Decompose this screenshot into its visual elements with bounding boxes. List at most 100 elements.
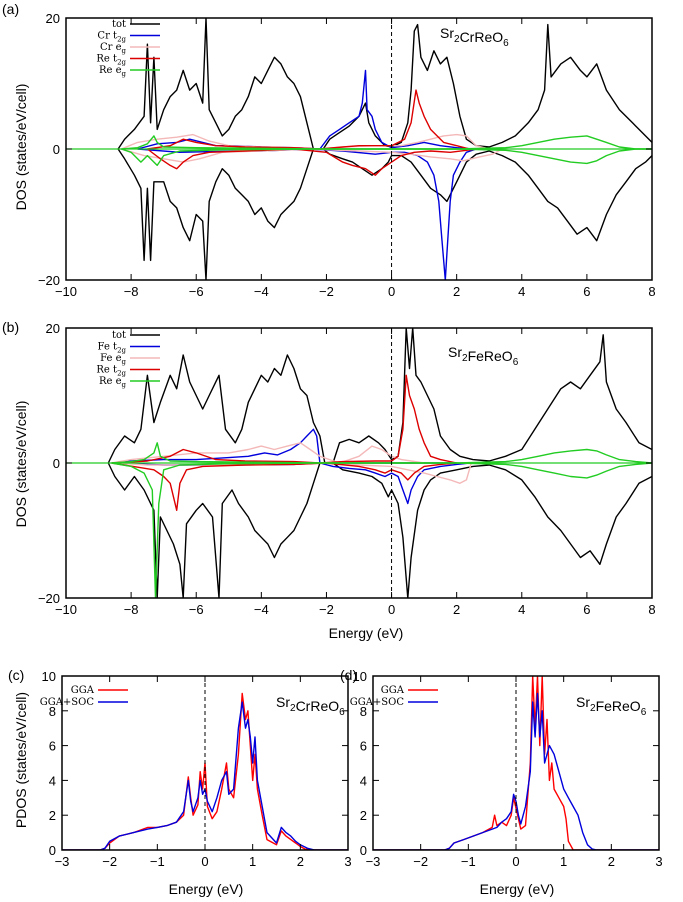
x-tick-label: 1 bbox=[249, 854, 256, 869]
y-tick-label: 0 bbox=[360, 843, 367, 858]
legend-label: Fe t2g bbox=[98, 342, 127, 355]
series-line-re-t2g-up bbox=[147, 89, 470, 150]
x-tick-label: −2 bbox=[102, 854, 117, 869]
y-tick-label: 2 bbox=[360, 808, 367, 823]
x-axis-title-bottom-right: Energy (eV) bbox=[480, 881, 555, 897]
x-tick-label: −6 bbox=[189, 284, 204, 299]
panel-a-chart: −10 −8 −6 −4 −2 0 2 4 6 8−20020(a)Sr2CrReO6totCr … bbox=[2, 1, 656, 299]
x-tick-label: 2 bbox=[453, 284, 460, 299]
x-tick-label: −2 bbox=[413, 854, 428, 869]
y-tick-label: 8 bbox=[360, 704, 367, 719]
y-tick-label: 6 bbox=[49, 739, 56, 754]
x-tick-label: 8 bbox=[648, 602, 655, 617]
y-tick-label: 20 bbox=[46, 11, 60, 26]
legend-label: GGA+SOC bbox=[350, 697, 405, 708]
y-tick-label: 8 bbox=[49, 704, 56, 719]
panel-b-chart: −10 −8 −6 −4 −2 0 2 4 6 8−20020(b)Sr2FeReO6totFe … bbox=[2, 319, 656, 617]
plot-area bbox=[62, 692, 348, 850]
series-line-re-eg-up bbox=[111, 442, 652, 464]
y-tick-label: 10 bbox=[42, 669, 56, 684]
legend-label: Re eg bbox=[99, 376, 127, 389]
series-line-cr-t2g-up bbox=[137, 69, 473, 150]
series-line-fe-eg-down bbox=[111, 462, 472, 484]
series-line-gga-soc bbox=[373, 692, 659, 850]
compound-label: Sr2FeReO6 bbox=[448, 344, 519, 368]
y-tick-label: 0 bbox=[53, 456, 60, 471]
legend-label: tot bbox=[112, 330, 126, 341]
series-line-re-eg-down bbox=[121, 148, 652, 167]
x-tick-label: 6 bbox=[583, 284, 590, 299]
legend-label: GGA+SOC bbox=[40, 697, 95, 708]
legend-label: Re t2g bbox=[96, 54, 126, 67]
series-line-re-t2g-down bbox=[146, 148, 477, 176]
x-tick-label: 2 bbox=[608, 854, 615, 869]
plot-area bbox=[373, 676, 659, 850]
x-tick-label: −4 bbox=[254, 602, 269, 617]
y-tick-label: −20 bbox=[38, 591, 60, 606]
plot-area bbox=[66, 328, 652, 598]
series-line-tot-down bbox=[117, 148, 652, 280]
y-axis-title-panel-c: PDOS (states/eV/cell) bbox=[13, 692, 29, 828]
y-axis-title-panel-a: DOS (states/eV/cell) bbox=[13, 84, 29, 211]
series-line-fe-eg-up bbox=[111, 442, 425, 464]
x-tick-label: 3 bbox=[655, 854, 662, 869]
x-tick-label: 2 bbox=[453, 602, 460, 617]
series-line-re-t2g-up bbox=[111, 374, 457, 464]
compound-label: Sr2CrReO6 bbox=[440, 25, 509, 49]
x-tick-label: −10 bbox=[55, 602, 77, 617]
x-tick-label: −8 bbox=[124, 602, 139, 617]
legend-label: Re t2g bbox=[96, 365, 126, 378]
y-tick-label: 0 bbox=[49, 843, 56, 858]
y-tick-label: 2 bbox=[49, 808, 56, 823]
y-axis-title-panel-b: DOS (states/eV/cell) bbox=[13, 401, 29, 528]
series-line-tot-up bbox=[107, 328, 652, 464]
x-tick-label: −2 bbox=[319, 284, 334, 299]
series-line-re-eg-down bbox=[111, 462, 652, 598]
y-tick-label: −20 bbox=[38, 273, 60, 288]
x-tick-label: −4 bbox=[254, 284, 269, 299]
legend-label: Fe eg bbox=[100, 353, 126, 366]
x-tick-label: 0 bbox=[388, 602, 395, 617]
compound-label: Sr2FeReO6 bbox=[576, 694, 647, 718]
series-line-tot-up bbox=[117, 18, 652, 150]
x-tick-label: −8 bbox=[124, 284, 139, 299]
legend-label: GGA bbox=[71, 685, 95, 696]
x-tick-label: 6 bbox=[583, 602, 590, 617]
legend-label: Cr t2g bbox=[97, 31, 126, 44]
x-tick-label: 3 bbox=[344, 854, 351, 869]
y-tick-label: 4 bbox=[360, 773, 367, 788]
compound-label: Sr2CrReO6 bbox=[276, 694, 345, 718]
x-tick-label: 0 bbox=[201, 854, 208, 869]
y-tick-label: 10 bbox=[353, 669, 367, 684]
series-line-re-eg-up bbox=[121, 135, 652, 150]
x-tick-label: −10 bbox=[55, 284, 77, 299]
x-tick-label: −3 bbox=[366, 854, 381, 869]
x-tick-label: −1 bbox=[150, 854, 165, 869]
x-tick-label: 0 bbox=[512, 854, 519, 869]
x-axis-title-bottom-left: Energy (eV) bbox=[169, 881, 244, 897]
legend-label: GGA bbox=[381, 685, 405, 696]
series-line-gga-soc bbox=[62, 701, 348, 850]
series-line-tot-down bbox=[107, 462, 652, 598]
x-tick-label: 1 bbox=[560, 854, 567, 869]
x-axis-title-top: Energy (eV) bbox=[329, 625, 404, 641]
y-tick-label: 6 bbox=[360, 739, 367, 754]
x-tick-label: 8 bbox=[648, 284, 655, 299]
x-tick-label: −6 bbox=[189, 602, 204, 617]
plot-area bbox=[66, 18, 652, 280]
series-line-cr-eg-down bbox=[121, 148, 503, 163]
y-tick-label: 4 bbox=[49, 773, 56, 788]
y-tick-label: 0 bbox=[53, 142, 60, 157]
y-tick-label: 20 bbox=[46, 321, 60, 336]
legend-label: Cr eg bbox=[100, 42, 127, 55]
panel-letter: (b) bbox=[2, 319, 19, 335]
x-tick-label: −2 bbox=[319, 602, 334, 617]
panel-letter: (c) bbox=[8, 667, 24, 683]
x-tick-label: −3 bbox=[55, 854, 70, 869]
panel-letter: (a) bbox=[2, 1, 19, 17]
x-tick-label: 4 bbox=[518, 284, 525, 299]
legend-label: Re eg bbox=[99, 65, 127, 78]
